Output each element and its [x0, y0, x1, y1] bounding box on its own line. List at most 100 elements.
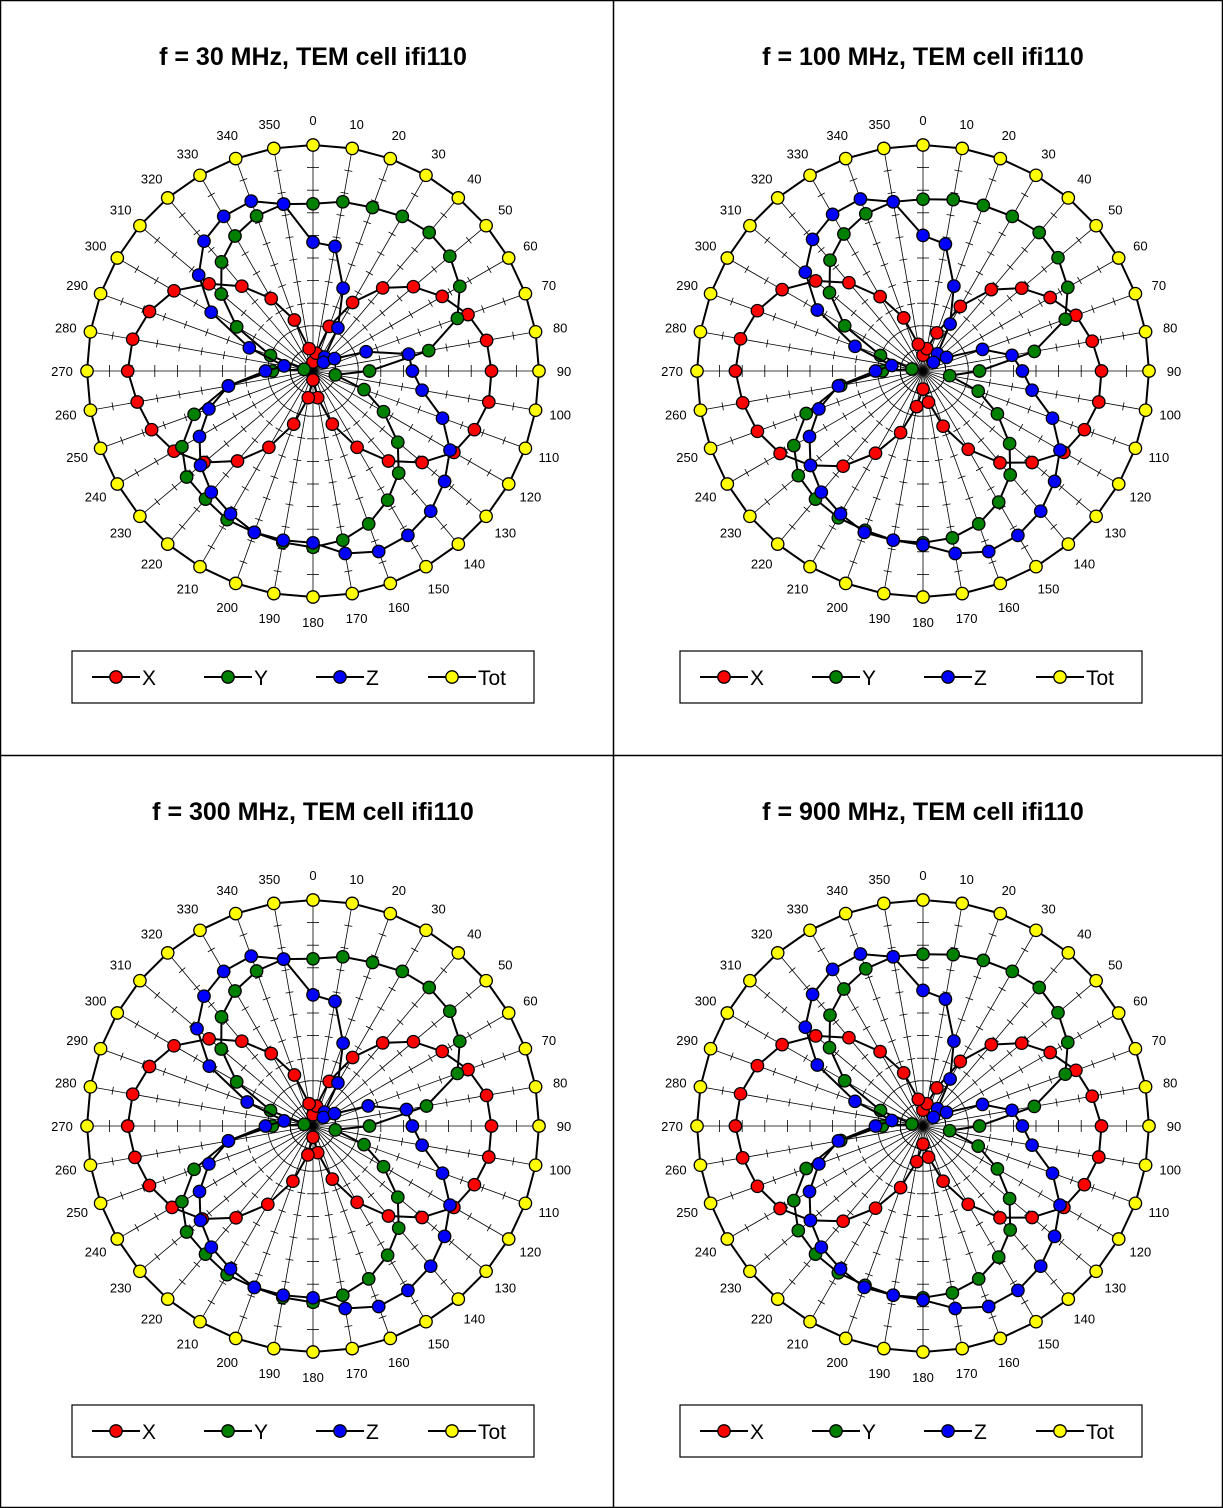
radial-tick [207, 1001, 215, 1008]
radial-tick [1050, 212, 1058, 219]
data-point-y [442, 1004, 457, 1019]
radial-tick [816, 454, 823, 462]
radial-tick [788, 1145, 791, 1154]
radial-tick [281, 1280, 290, 1283]
radial-tick [486, 469, 492, 477]
radial-tick [374, 1098, 379, 1107]
radial-tick [1091, 305, 1095, 314]
angle-tick-label: 140 [1073, 1311, 1095, 1326]
radial-tick [355, 241, 364, 246]
angle-tick-label: 330 [177, 902, 199, 917]
data-point-tot [1111, 251, 1126, 265]
data-point-y [229, 1075, 244, 1089]
radial-tick [942, 503, 951, 506]
radial-tick [803, 506, 811, 513]
data-point-z [810, 303, 825, 317]
radial-tick [285, 991, 294, 994]
data-point-y [328, 368, 343, 382]
data-point-z [1045, 1166, 1060, 1181]
radial-tick [286, 407, 295, 413]
radial-tick [1091, 428, 1095, 437]
data-point-x [1025, 1210, 1039, 1225]
data-point-z [336, 1036, 350, 1051]
data-point-x [484, 364, 499, 378]
radial-tick [301, 1169, 310, 1172]
radial-tick [293, 1035, 302, 1039]
radial-tick [332, 305, 341, 310]
data-point-y [905, 362, 919, 376]
data-point-tot [83, 403, 98, 418]
radial-tick [1122, 1157, 1125, 1166]
radial-tick [903, 458, 912, 462]
radial-tick [332, 432, 341, 437]
data-point-z [926, 1110, 941, 1125]
data-point-z [423, 1259, 438, 1274]
radial-tick [954, 396, 961, 404]
data-point-z [202, 1157, 216, 1171]
radial-tick [218, 525, 227, 530]
radial-tick [849, 178, 858, 182]
angle-tick-label: 320 [751, 927, 773, 942]
data-point-z [247, 525, 262, 540]
radial-tick [850, 425, 857, 433]
radial-tick [963, 420, 970, 426]
radial-tick [448, 483, 455, 491]
radial-tick [365, 466, 374, 472]
radial-tick [428, 435, 433, 443]
radial-tick [847, 454, 854, 461]
data-point-z [916, 228, 930, 243]
radial-tick [1075, 1253, 1082, 1261]
radial-tick [111, 1086, 114, 1095]
data-point-tot [1111, 1006, 1126, 1020]
data-point-tot [266, 896, 281, 911]
data-point-z [825, 962, 840, 977]
radial-tick [788, 1278, 796, 1285]
legend-label: Tot [1086, 667, 1114, 690]
data-point-tot [419, 168, 433, 183]
radial-tick [836, 336, 840, 344]
radial-tick [1096, 469, 1102, 477]
data-point-tot [83, 1079, 98, 1094]
data-point-tot [479, 1264, 493, 1279]
data-point-z [1045, 411, 1060, 426]
data-point-z [306, 988, 320, 1002]
radial-tick [431, 469, 438, 477]
radial-tick [367, 298, 375, 305]
legend-item-tot: Tot [1036, 1421, 1114, 1444]
radial-tick [941, 407, 950, 413]
data-point-tot [501, 477, 516, 491]
radial-tick [1055, 1098, 1058, 1107]
radial-tick [836, 1091, 840, 1099]
data-point-y [786, 438, 801, 453]
radial-tick [973, 975, 982, 980]
radial-tick [885, 1093, 892, 1101]
data-point-tot [1138, 1079, 1153, 1094]
radial-tick [266, 316, 273, 322]
angle-tick-label: 60 [1133, 239, 1147, 254]
radial-tick [1075, 991, 1082, 999]
radial-tick [963, 1175, 970, 1181]
radial-tick [362, 324, 368, 331]
data-point-y [422, 980, 437, 995]
radial-tick [340, 454, 348, 458]
radial-tick [963, 1071, 970, 1077]
radial-tick [411, 1299, 419, 1305]
radial-tick [730, 1191, 734, 1200]
radial-tick [878, 1137, 883, 1146]
radial-tick [849, 560, 858, 564]
radial-tick [1077, 1094, 1080, 1103]
radial-tick [1075, 498, 1082, 506]
radial-tick [885, 309, 893, 315]
angle-tick-label: 200 [826, 1355, 848, 1370]
data-point-z [415, 1138, 429, 1153]
radial-tick [850, 1064, 857, 1072]
radial-tick [764, 457, 769, 466]
radial-tick [975, 1025, 984, 1031]
data-point-z [277, 359, 291, 373]
radial-tick [899, 258, 908, 261]
angle-tick-label: 80 [1163, 320, 1177, 335]
radial-tick [1041, 469, 1048, 477]
radial-tick [431, 1020, 438, 1028]
radial-tick [222, 351, 226, 360]
data-point-y [1003, 468, 1018, 482]
